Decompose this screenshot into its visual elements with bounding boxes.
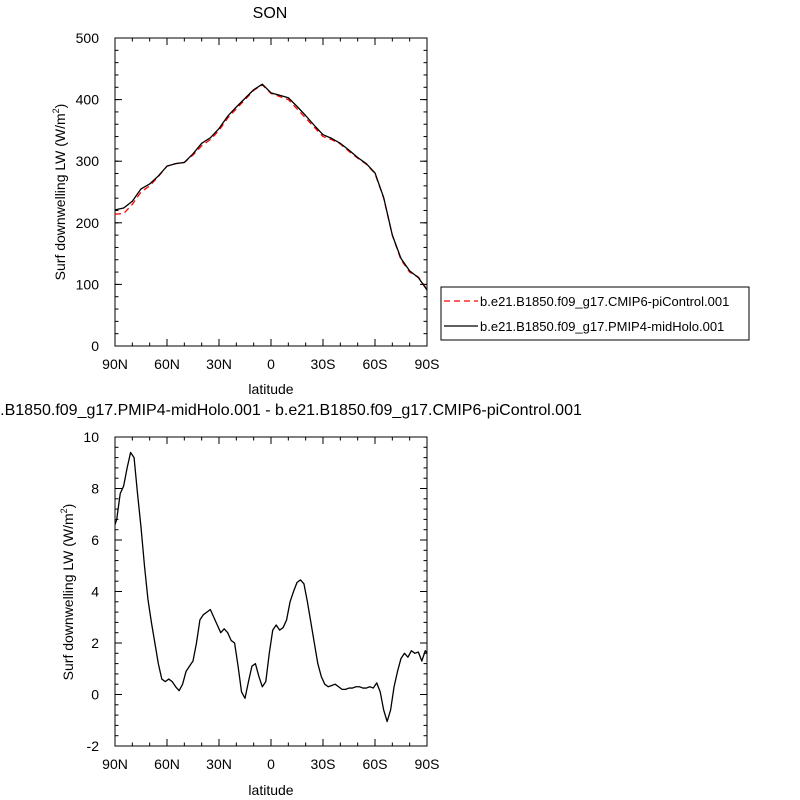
bottom-y-axis-label-tail: ) — [60, 504, 76, 509]
bottom-y-axis-label-sup: 2 — [59, 508, 69, 513]
bottom-y-tick-label: 2 — [91, 635, 99, 651]
top-x-tick-label: 0 — [267, 356, 275, 372]
bottom-x-tick-label: 90S — [415, 756, 440, 772]
bottom-y-tick-label: -2 — [87, 738, 100, 754]
top-y-tick-label: 300 — [76, 153, 100, 169]
bottom-y-tick-label: 6 — [91, 532, 99, 548]
legend-label-midholo: b.e21.B1850.f09_g17.PMIP4-midHolo.001 — [480, 319, 724, 334]
bottom-y-tick-label: 0 — [91, 687, 99, 703]
bottom-x-tick-label: 90N — [102, 756, 128, 772]
top-y-axis-label-main: Surf downwelling LW (W/m — [52, 113, 68, 280]
top-plot-frame — [114, 37, 428, 347]
legend-label-picontrol: b.e21.B1850.f09_g17.CMIP6-piControl.001 — [480, 294, 729, 309]
top-axis-ticks: 0 100 200 300 400 500 90N 60N 30N 0 30S 60S 90S — [76, 30, 440, 372]
top-y-tick-label: 100 — [76, 276, 100, 292]
bottom-x-tick-label: 30S — [311, 756, 336, 772]
top-y-axis-label: Surf downwelling LW (W/m2) — [51, 104, 68, 281]
top-x-tick-label: 30N — [206, 356, 232, 372]
top-x-tick-label: 60S — [363, 356, 388, 372]
bottom-panel-title: b.e21.B1850.f09_g17.PMIP4-midHolo.001 - … — [0, 402, 582, 419]
bottom-y-tick-label: 10 — [83, 429, 99, 445]
top-x-tick-label: 90S — [415, 356, 440, 372]
top-series-line-2 — [114, 83, 428, 291]
bottom-series-line-1 — [114, 451, 428, 723]
top-y-tick-label: 0 — [91, 338, 99, 354]
top-y-axis-label-sup: 2 — [51, 108, 61, 113]
top-y-axis-label-tail: ) — [52, 104, 68, 109]
top-x-tick-label: 90N — [102, 356, 128, 372]
bottom-x-tick-label: 60N — [154, 756, 180, 772]
top-series-lines — [114, 83, 428, 291]
bottom-series-lines — [114, 451, 428, 723]
top-x-tick-label: 60N — [154, 356, 180, 372]
legend-box — [440, 286, 750, 341]
bottom-x-axis-label: latitude — [248, 782, 293, 798]
bottom-panel: b.e21.B1850.f09_g17.PMIP4-midHolo.001 - … — [0, 402, 582, 798]
top-panel-title: SON — [253, 5, 288, 22]
bottom-y-tick-label: 8 — [91, 481, 99, 497]
bottom-plot-frame — [114, 436, 428, 747]
legend: b.e21.B1850.f09_g17.CMIP6-piControl.001 … — [440, 286, 750, 341]
bottom-x-tick-label: 30N — [206, 756, 232, 772]
bottom-x-tick-label: 0 — [267, 756, 275, 772]
top-y-tick-label: 500 — [76, 30, 100, 46]
bottom-x-tick-label: 60S — [363, 756, 388, 772]
bottom-axis-ticks: -2 0 2 4 6 8 10 90N 60N 30N 0 30S 60S 90S — [83, 429, 439, 772]
bottom-y-axis-label: Surf downwelling LW (W/m2) — [59, 504, 76, 681]
top-x-axis-label: latitude — [248, 381, 293, 397]
top-y-tick-label: 400 — [76, 92, 100, 108]
bottom-y-tick-label: 4 — [91, 584, 99, 600]
bottom-y-axis-label-main: Surf downwelling LW (W/m — [60, 513, 76, 680]
top-x-tick-label: 30S — [311, 356, 336, 372]
top-y-tick-label: 200 — [76, 215, 100, 231]
